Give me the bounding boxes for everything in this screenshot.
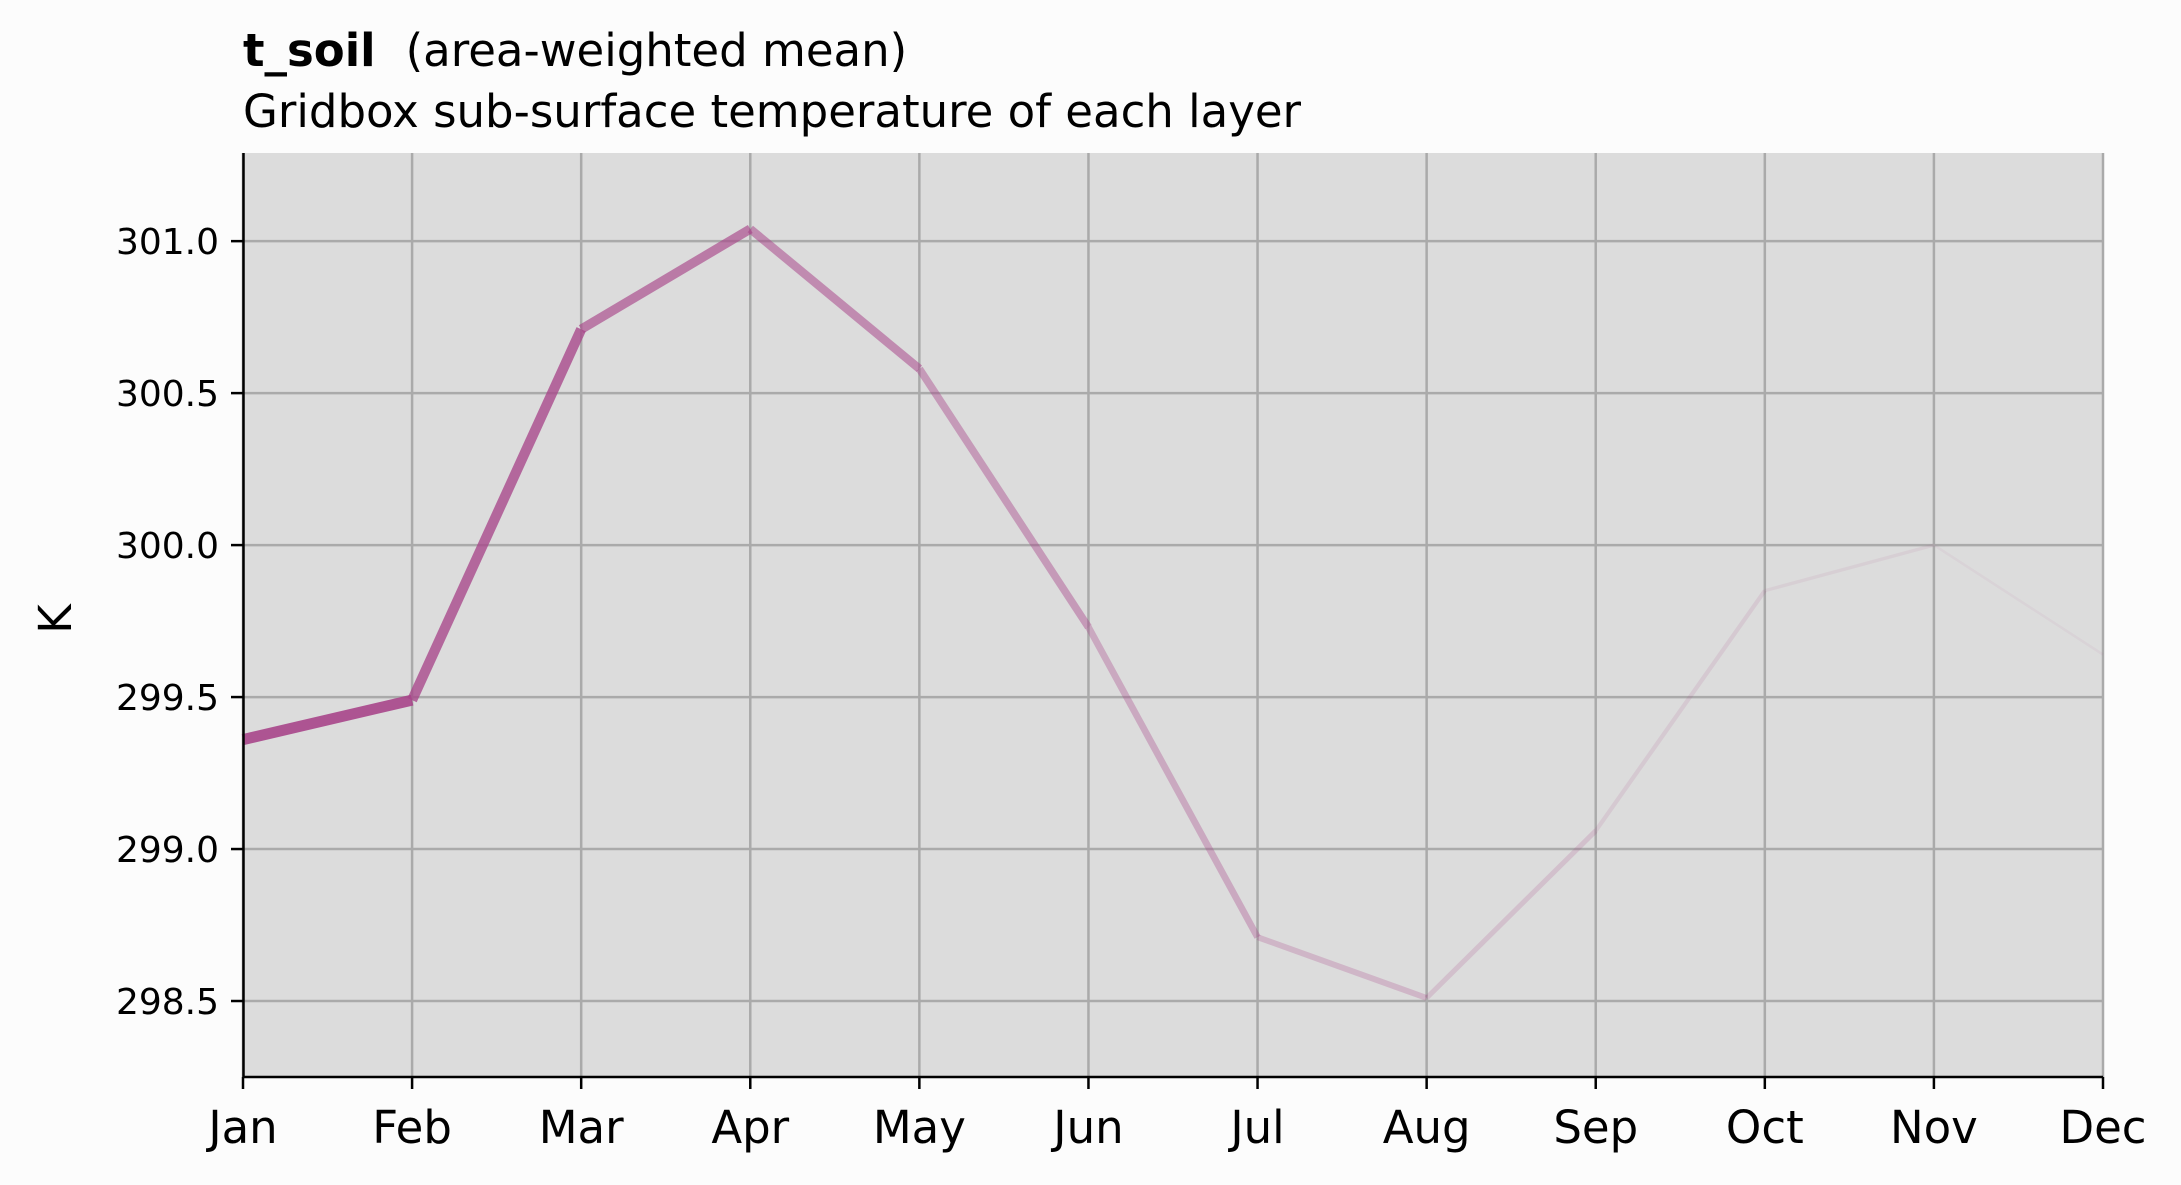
line-segment [241, 694, 414, 745]
line-segment [916, 366, 1092, 630]
plot-area [243, 153, 2103, 1077]
x-tick-label: Aug [1383, 1101, 1471, 1154]
line-segment [747, 225, 923, 373]
x-tick-label: Feb [372, 1101, 452, 1154]
x-tick-label: Sep [1553, 1101, 1638, 1154]
y-tick-label: 301.0 [116, 222, 219, 263]
x-tick-label: Oct [1726, 1101, 1804, 1154]
line-segment [1256, 934, 1428, 1001]
x-tick-label: Jan [205, 1101, 277, 1154]
y-tick-label: 300.0 [116, 526, 219, 567]
x-tick-label: Apr [711, 1101, 789, 1154]
y-tick-label: 298.5 [116, 982, 219, 1023]
series-line [241, 224, 2104, 1001]
title-suffix: (area-weighted mean) [406, 24, 908, 77]
y-axis-label: K [29, 603, 82, 634]
x-tick-labels: Jan Feb Mar Apr May Jun Jul Aug Sep Oct Nov Dec [205, 1077, 2147, 1154]
line-segment [407, 327, 586, 703]
chart-title: t_soil (area-weighted mean) [243, 24, 907, 77]
x-tick-label: May [873, 1101, 966, 1154]
x-tick-label: Mar [539, 1101, 624, 1154]
x-tick-label: Jul [1227, 1101, 1284, 1154]
chart-subtitle: Gridbox sub-surface temperature of each … [243, 85, 1302, 138]
x-tick-label: Jun [1050, 1101, 1123, 1154]
svg-text:t_soil(area-weighted mean): t_soil (area-weighted mean) [243, 24, 907, 77]
line-segment [1933, 544, 2104, 656]
line-segment [578, 224, 753, 334]
line-segment [1424, 829, 1598, 1000]
axes [242, 153, 2103, 1079]
y-tick-label: 299.0 [116, 830, 219, 871]
line-segment [1594, 589, 1767, 833]
x-tick-label: Nov [1890, 1101, 1978, 1154]
line-segment [1764, 543, 1935, 593]
y-tick-labels: 298.5 299.0 299.5 300.0 300.5 301.0 [116, 222, 243, 1023]
y-tick-label: 299.5 [116, 678, 219, 719]
line-segment [1085, 625, 1261, 939]
x-tick-label: Dec [2059, 1101, 2146, 1154]
gridlines [241, 153, 2105, 1077]
title-variable: t_soil [243, 24, 376, 77]
y-tick-label: 300.5 [116, 374, 219, 415]
